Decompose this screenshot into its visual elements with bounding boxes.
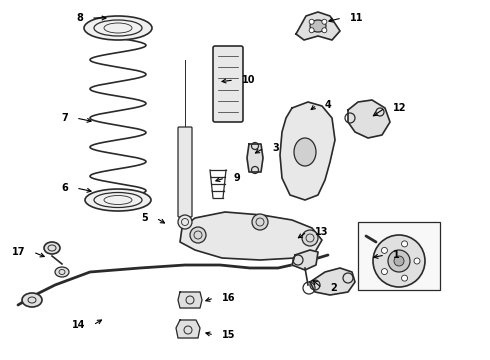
Ellipse shape xyxy=(22,293,42,307)
Circle shape xyxy=(381,247,388,253)
Text: 12: 12 xyxy=(393,103,407,113)
Circle shape xyxy=(381,269,388,275)
Ellipse shape xyxy=(55,267,69,277)
Text: 15: 15 xyxy=(222,330,236,340)
Text: 14: 14 xyxy=(72,320,85,330)
Text: 17: 17 xyxy=(11,247,25,257)
Polygon shape xyxy=(348,100,390,138)
Circle shape xyxy=(322,28,327,33)
Circle shape xyxy=(402,241,408,247)
Circle shape xyxy=(309,28,314,33)
Text: 6: 6 xyxy=(61,183,68,193)
Circle shape xyxy=(414,258,420,264)
Circle shape xyxy=(402,275,408,281)
Circle shape xyxy=(252,214,268,230)
Ellipse shape xyxy=(310,20,326,32)
Text: 5: 5 xyxy=(141,213,148,223)
Circle shape xyxy=(322,19,327,24)
Circle shape xyxy=(302,230,318,246)
Ellipse shape xyxy=(94,193,142,207)
Text: 9: 9 xyxy=(233,173,240,183)
Text: 3: 3 xyxy=(272,143,279,153)
Polygon shape xyxy=(292,250,318,270)
Ellipse shape xyxy=(44,242,60,254)
Polygon shape xyxy=(176,320,200,338)
Text: 16: 16 xyxy=(222,293,236,303)
Text: 1: 1 xyxy=(393,250,400,260)
Ellipse shape xyxy=(84,16,152,40)
Bar xyxy=(358,222,440,290)
Text: 10: 10 xyxy=(242,75,255,85)
Text: 7: 7 xyxy=(61,113,68,123)
Polygon shape xyxy=(178,292,202,308)
Polygon shape xyxy=(280,102,335,200)
Ellipse shape xyxy=(94,20,142,36)
Polygon shape xyxy=(180,212,322,260)
FancyBboxPatch shape xyxy=(178,127,192,217)
Ellipse shape xyxy=(394,256,404,266)
Polygon shape xyxy=(310,268,355,295)
Polygon shape xyxy=(247,144,263,172)
Text: 8: 8 xyxy=(76,13,83,23)
Text: 11: 11 xyxy=(350,13,364,23)
FancyBboxPatch shape xyxy=(213,46,243,122)
Text: 4: 4 xyxy=(325,100,332,110)
Ellipse shape xyxy=(373,235,425,287)
Circle shape xyxy=(309,19,314,24)
Ellipse shape xyxy=(294,138,316,166)
Circle shape xyxy=(190,227,206,243)
Text: 2: 2 xyxy=(330,283,337,293)
Ellipse shape xyxy=(388,250,410,272)
Ellipse shape xyxy=(178,215,192,229)
Text: 13: 13 xyxy=(315,227,328,237)
Polygon shape xyxy=(296,12,340,40)
Ellipse shape xyxy=(85,189,151,211)
